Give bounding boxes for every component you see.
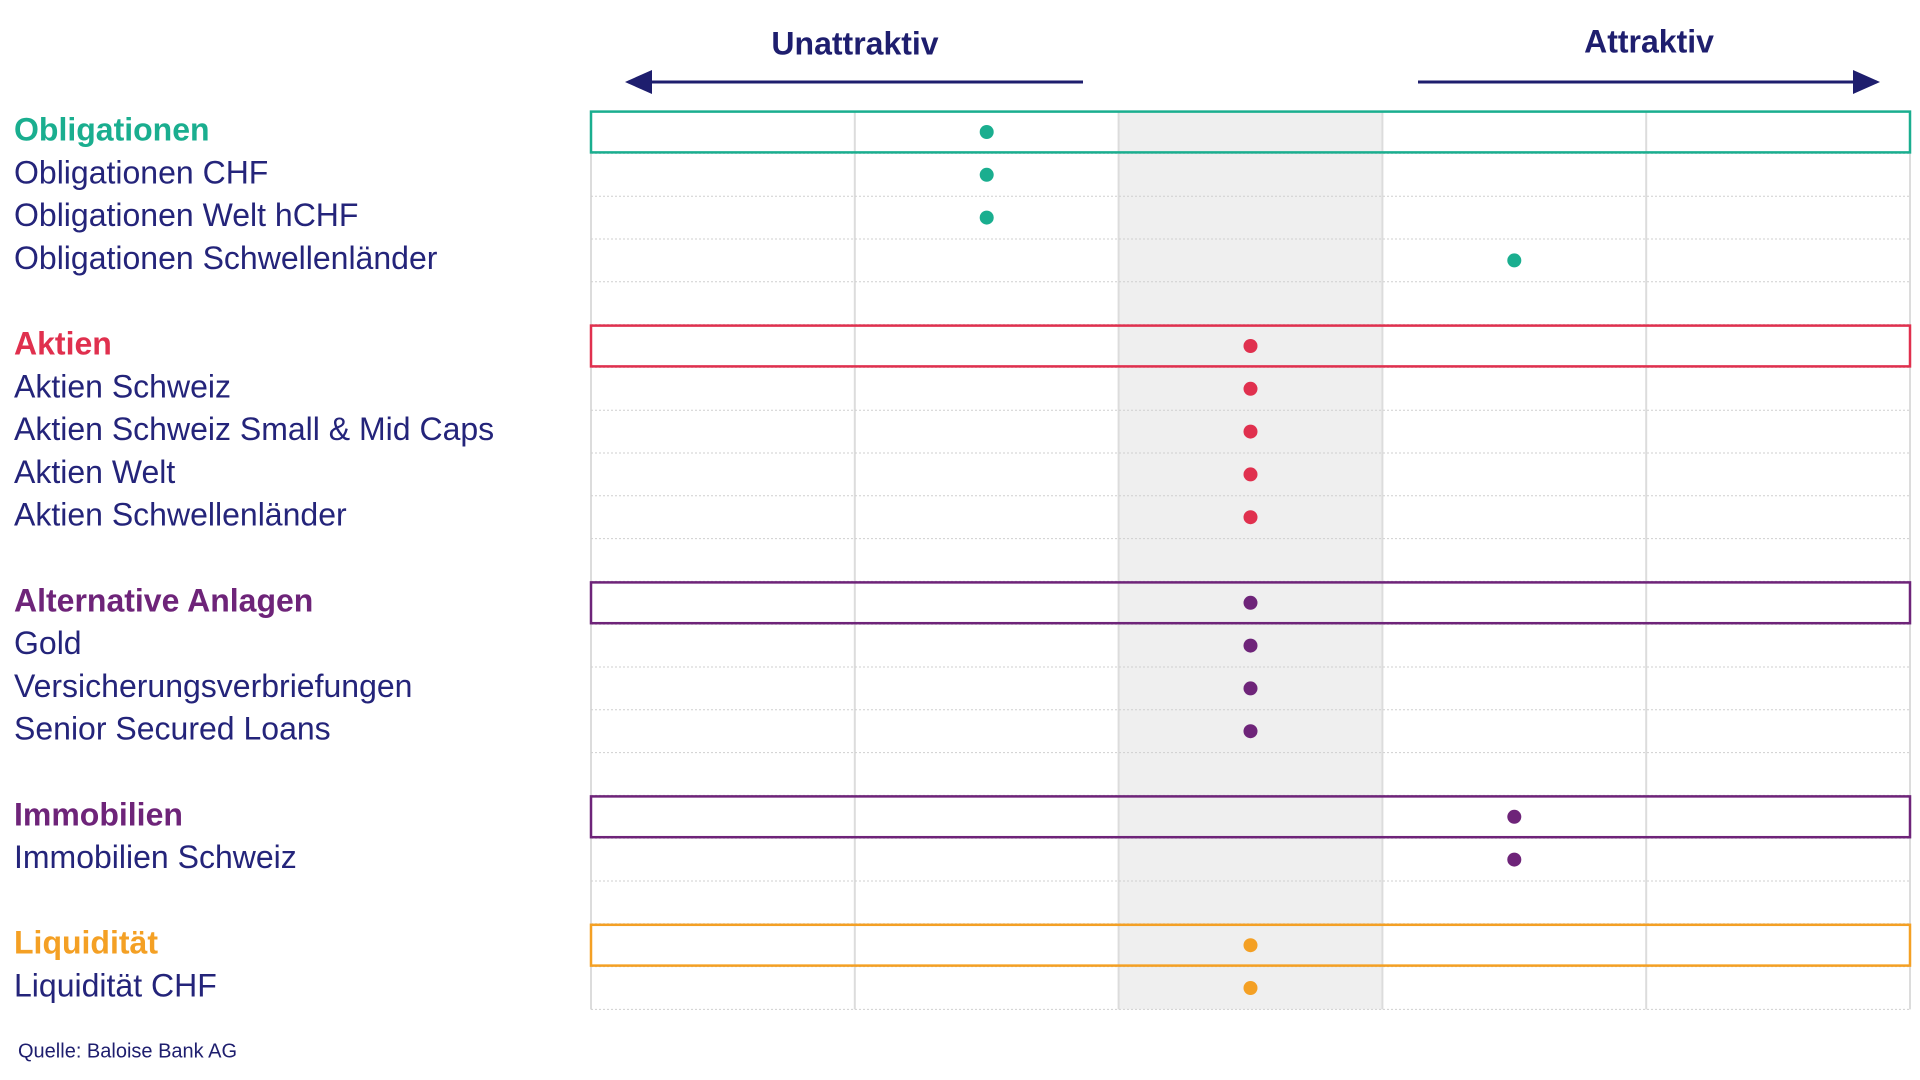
dot <box>1243 981 1258 995</box>
axis-label-left: Unattraktiv <box>771 25 938 61</box>
source-note: Quelle: Baloise Bank AG <box>18 1040 237 1062</box>
group-label: Liquidität <box>14 925 158 961</box>
group-box <box>589 581 1912 625</box>
dot <box>1243 339 1258 353</box>
item-label: Aktien Schweiz <box>14 368 231 404</box>
dot <box>1507 253 1522 268</box>
neutral-band <box>1118 110 1383 1010</box>
dot <box>1507 809 1522 824</box>
group-box <box>589 923 1912 967</box>
item-label: Versicherungsverbriefungen <box>14 668 412 704</box>
dot <box>1507 852 1522 867</box>
item-label: Obligationen CHF <box>14 154 268 190</box>
dot <box>1243 938 1258 953</box>
item-label: Immobilien Schweiz <box>14 839 297 875</box>
group-label: Alternative Anlagen <box>14 582 313 618</box>
dot <box>1243 510 1258 525</box>
dot <box>979 125 994 139</box>
group-label: Immobilien <box>14 796 183 832</box>
dot <box>1243 467 1258 482</box>
group-label: Obligationen <box>14 111 210 147</box>
dot <box>1243 724 1258 739</box>
item-label: Aktien Welt <box>14 454 175 490</box>
dot <box>979 210 994 225</box>
group-label: Aktien <box>14 325 112 361</box>
group-box <box>589 324 1912 368</box>
item-label: Gold <box>14 625 82 661</box>
item-label: Senior Secured Loans <box>14 711 331 747</box>
dot <box>1243 638 1258 653</box>
plot: Obligationen Obligationen CHF Obligationen… <box>14 110 1912 1010</box>
dot <box>1243 381 1258 396</box>
item-label: Liquidität CHF <box>14 967 217 1003</box>
item-label: Obligationen Welt hCHF <box>14 197 358 233</box>
item-label: Aktien Schwellenländer <box>14 497 347 533</box>
item-label: Aktien Schweiz Small & Mid Caps <box>14 411 494 447</box>
group-box <box>589 795 1912 839</box>
dot <box>979 167 994 182</box>
dot <box>1243 681 1258 696</box>
dot <box>1243 424 1258 439</box>
group-box <box>589 110 1912 154</box>
dot <box>1243 595 1258 610</box>
item-label: Obligationen Schwellenländer <box>14 240 438 276</box>
axis-label-right: Attraktiv <box>1584 23 1714 59</box>
